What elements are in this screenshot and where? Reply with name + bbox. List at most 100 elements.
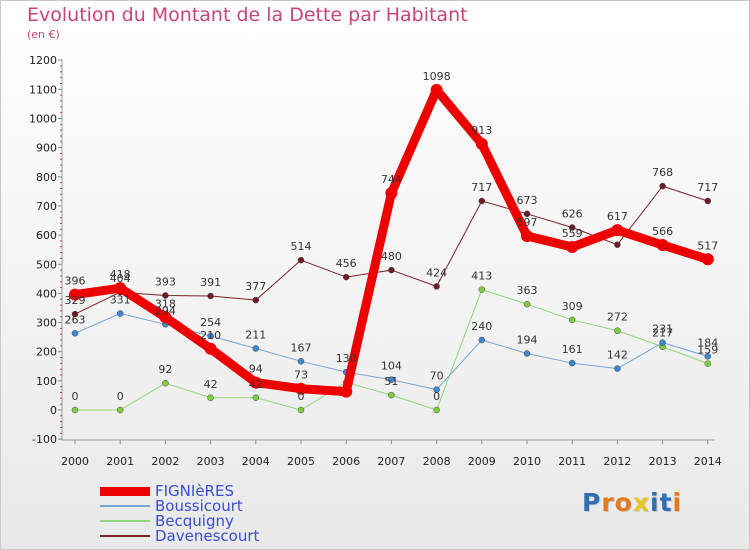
data-point xyxy=(162,292,169,299)
data-label: 744 xyxy=(381,173,402,186)
data-point xyxy=(659,182,666,190)
data-point xyxy=(159,311,172,324)
data-label: 272 xyxy=(607,311,628,324)
data-point xyxy=(478,197,486,205)
data-point xyxy=(614,327,621,334)
x-tick-label: 2001 xyxy=(106,455,134,468)
data-point xyxy=(207,332,214,340)
data-point xyxy=(116,310,124,317)
data-label: 51 xyxy=(384,375,398,388)
data-point xyxy=(252,345,260,352)
data-point xyxy=(388,376,395,383)
data-label: 161 xyxy=(562,343,583,356)
data-point xyxy=(659,339,666,346)
data-point xyxy=(71,310,79,318)
data-label: 142 xyxy=(607,349,628,362)
data-label: 194 xyxy=(517,333,538,346)
data-label: 0 xyxy=(117,390,124,403)
legend-label: Davenescourt xyxy=(155,527,260,545)
data-label: 240 xyxy=(471,320,492,333)
x-tick-label: 2004 xyxy=(242,455,270,468)
x-tick-label: 2014 xyxy=(694,455,722,468)
data-label: 167 xyxy=(291,341,312,354)
data-point xyxy=(207,292,214,300)
data-point xyxy=(71,330,79,337)
data-label: 0 xyxy=(433,390,440,403)
data-point xyxy=(704,353,712,360)
data-label: 294 xyxy=(155,304,176,317)
y-tick-label: 200 xyxy=(36,346,57,359)
data-label: 309 xyxy=(562,300,583,313)
y-tick-label: 900 xyxy=(36,142,57,155)
data-label: 418 xyxy=(110,268,131,281)
data-label: 768 xyxy=(652,166,673,179)
data-label: 517 xyxy=(697,239,718,252)
legend-swatch xyxy=(100,487,150,496)
data-label: 617 xyxy=(607,210,628,223)
data-label: 231 xyxy=(652,323,673,336)
data-label: 42 xyxy=(249,378,263,391)
data-label: 210 xyxy=(200,329,221,342)
series-line xyxy=(70,85,713,397)
data-label: 94 xyxy=(249,363,263,376)
y-tick-label: 800 xyxy=(36,171,57,184)
data-label: 393 xyxy=(155,275,176,288)
data-point xyxy=(114,282,127,295)
x-tick-label: 2008 xyxy=(423,455,451,468)
y-tick-label: 600 xyxy=(36,229,57,242)
chart-unit-label: (en €) xyxy=(27,28,60,41)
x-tick-label: 2011 xyxy=(558,455,586,468)
y-tick-label: 700 xyxy=(36,200,57,213)
data-label: 254 xyxy=(200,316,221,329)
data-point xyxy=(475,137,488,150)
data-label: 329 xyxy=(65,294,86,307)
data-label: 391 xyxy=(200,276,221,289)
data-label: 913 xyxy=(471,124,492,137)
data-point xyxy=(71,406,79,414)
data-point xyxy=(523,350,531,357)
data-label: 626 xyxy=(562,208,583,221)
data-point xyxy=(116,406,124,414)
data-label: 559 xyxy=(562,227,583,240)
data-point xyxy=(566,241,579,254)
data-label: 363 xyxy=(517,284,538,297)
x-tick-label: 2012 xyxy=(603,455,631,468)
data-label: 597 xyxy=(517,216,538,229)
y-tick-label: 300 xyxy=(36,317,57,330)
y-tick-label: 0 xyxy=(50,404,57,417)
x-tick-label: 2002 xyxy=(151,455,179,468)
legend-swatch xyxy=(100,535,150,537)
x-tick-label: 2013 xyxy=(649,455,677,468)
legend-label: Boussicourt xyxy=(155,497,243,515)
data-point xyxy=(701,253,714,266)
x-tick-label: 2009 xyxy=(468,455,496,468)
legend-label: Becquigny xyxy=(155,512,234,530)
data-point xyxy=(295,382,307,395)
data-label: 514 xyxy=(291,240,312,253)
data-point xyxy=(478,286,486,293)
data-label: 0 xyxy=(72,390,79,403)
data-label: 717 xyxy=(471,181,492,194)
data-point xyxy=(614,365,621,372)
data-label: 413 xyxy=(471,270,492,283)
legend-swatch xyxy=(100,505,150,507)
data-point xyxy=(523,210,531,218)
data-point xyxy=(568,224,576,231)
x-tick-label: 2005 xyxy=(287,455,315,468)
data-point xyxy=(478,336,486,344)
data-point xyxy=(297,358,305,365)
data-point xyxy=(521,229,533,242)
data-point xyxy=(430,83,443,96)
data-label: 1098 xyxy=(423,70,451,83)
data-point xyxy=(297,256,305,264)
data-point xyxy=(523,300,531,308)
data-point xyxy=(385,187,398,200)
data-label: 217 xyxy=(652,327,673,340)
data-point xyxy=(162,379,169,387)
data-label: 130 xyxy=(336,352,357,365)
data-point xyxy=(204,342,217,355)
data-point xyxy=(704,360,712,367)
y-tick-label: 1200 xyxy=(29,54,57,67)
data-label: 211 xyxy=(245,328,266,341)
legend-label: FIGNIèRES xyxy=(155,482,234,500)
